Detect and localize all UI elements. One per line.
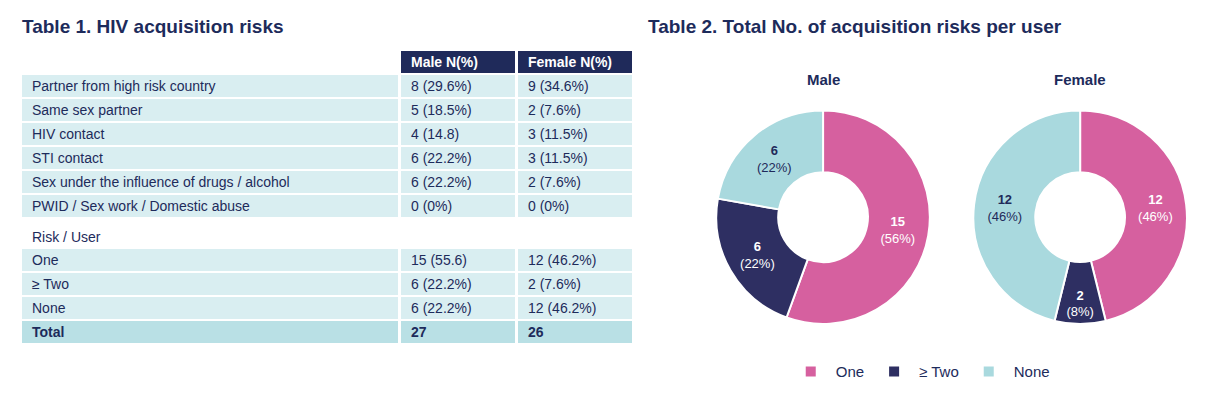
html-text:Table 2. Total No. of acquisit: Table 2. Total No. of acquisition risks … [648,16,1062,37]
html-text:None: None [32,300,66,316]
html-text:HIV contact: HIV contact [32,126,105,142]
html-text:5 (18.5%): 5 (18.5%) [411,102,472,118]
html-text:3 (11.5%): 3 (11.5%) [528,126,588,142]
html-text:27: 27 [411,324,427,340]
html-text:Risk / User: Risk / User [32,229,101,245]
html-text:26: 26 [528,324,544,340]
svg-text:None: None [1014,363,1050,380]
html-text:2 (7.6%): 2 (7.6%) [528,102,581,118]
svg-text:Male: Male [807,71,840,88]
html-text:Partner from high risk country: Partner from high risk country [32,78,216,94]
html-text:8 (29.6%): 8 (29.6%) [411,78,472,94]
html-text:STI contact: STI contact [32,150,103,166]
html-text:Sex under the influence of dru: Sex under the influence of drugs / alcoh… [32,174,290,190]
html-text:Same sex partner: Same sex partner [32,102,143,118]
svg-text:6(22%): 6(22%) [740,239,775,271]
html-text:4 (14.8): 4 (14.8) [411,126,460,142]
html-text:0 (0%): 0 (0%) [528,198,570,214]
svg-text:15(56%): 15(56%) [880,214,915,246]
svg-text:12(46%): 12(46%) [988,192,1023,224]
html-text:0 (0%): 0 (0%) [411,198,453,214]
html-text:6 (22.2%): 6 (22.2%) [411,174,472,190]
html-text:3 (11.5%): 3 (11.5%) [528,150,588,166]
html-text:12 (46.2%): 12 (46.2%) [528,252,597,268]
html-text:Total: Total [32,324,65,340]
html-text:12 (46.2%): 12 (46.2%) [528,300,597,316]
html-text:9 (34.6%): 9 (34.6%) [528,78,589,94]
svg-text:6(22%): 6(22%) [757,143,792,175]
html-text:15 (55.6): 15 (55.6) [411,252,467,268]
svg-text:One: One [836,363,864,380]
html-text:2 (7.6%): 2 (7.6%) [528,276,581,292]
html-text:2 (7.6%): 2 (7.6%) [528,174,581,190]
svg-text:2(8%): 2(8%) [1066,288,1093,320]
html-text:PWID / Sex work / Domestic abu: PWID / Sex work / Domestic abuse [32,198,250,214]
svg-text:Female: Female [1054,71,1106,88]
html-text:Female N(%): Female N(%) [528,54,612,70]
html-text:6 (22.2%): 6 (22.2%) [411,150,472,166]
html-text:Male N(%): Male N(%) [411,54,478,70]
html-text:≥ Two: ≥ Two [32,276,69,292]
html-text:Table 1. HIV acquisition risks: Table 1. HIV acquisition risks [22,16,284,37]
html-text:6 (22.2%): 6 (22.2%) [411,276,472,292]
svg-text:≥ Two: ≥ Two [919,363,959,380]
svg-text:12(46%): 12(46%) [1138,192,1173,224]
html-text:6 (22.2%): 6 (22.2%) [411,300,472,316]
html-text:One: One [32,252,59,268]
